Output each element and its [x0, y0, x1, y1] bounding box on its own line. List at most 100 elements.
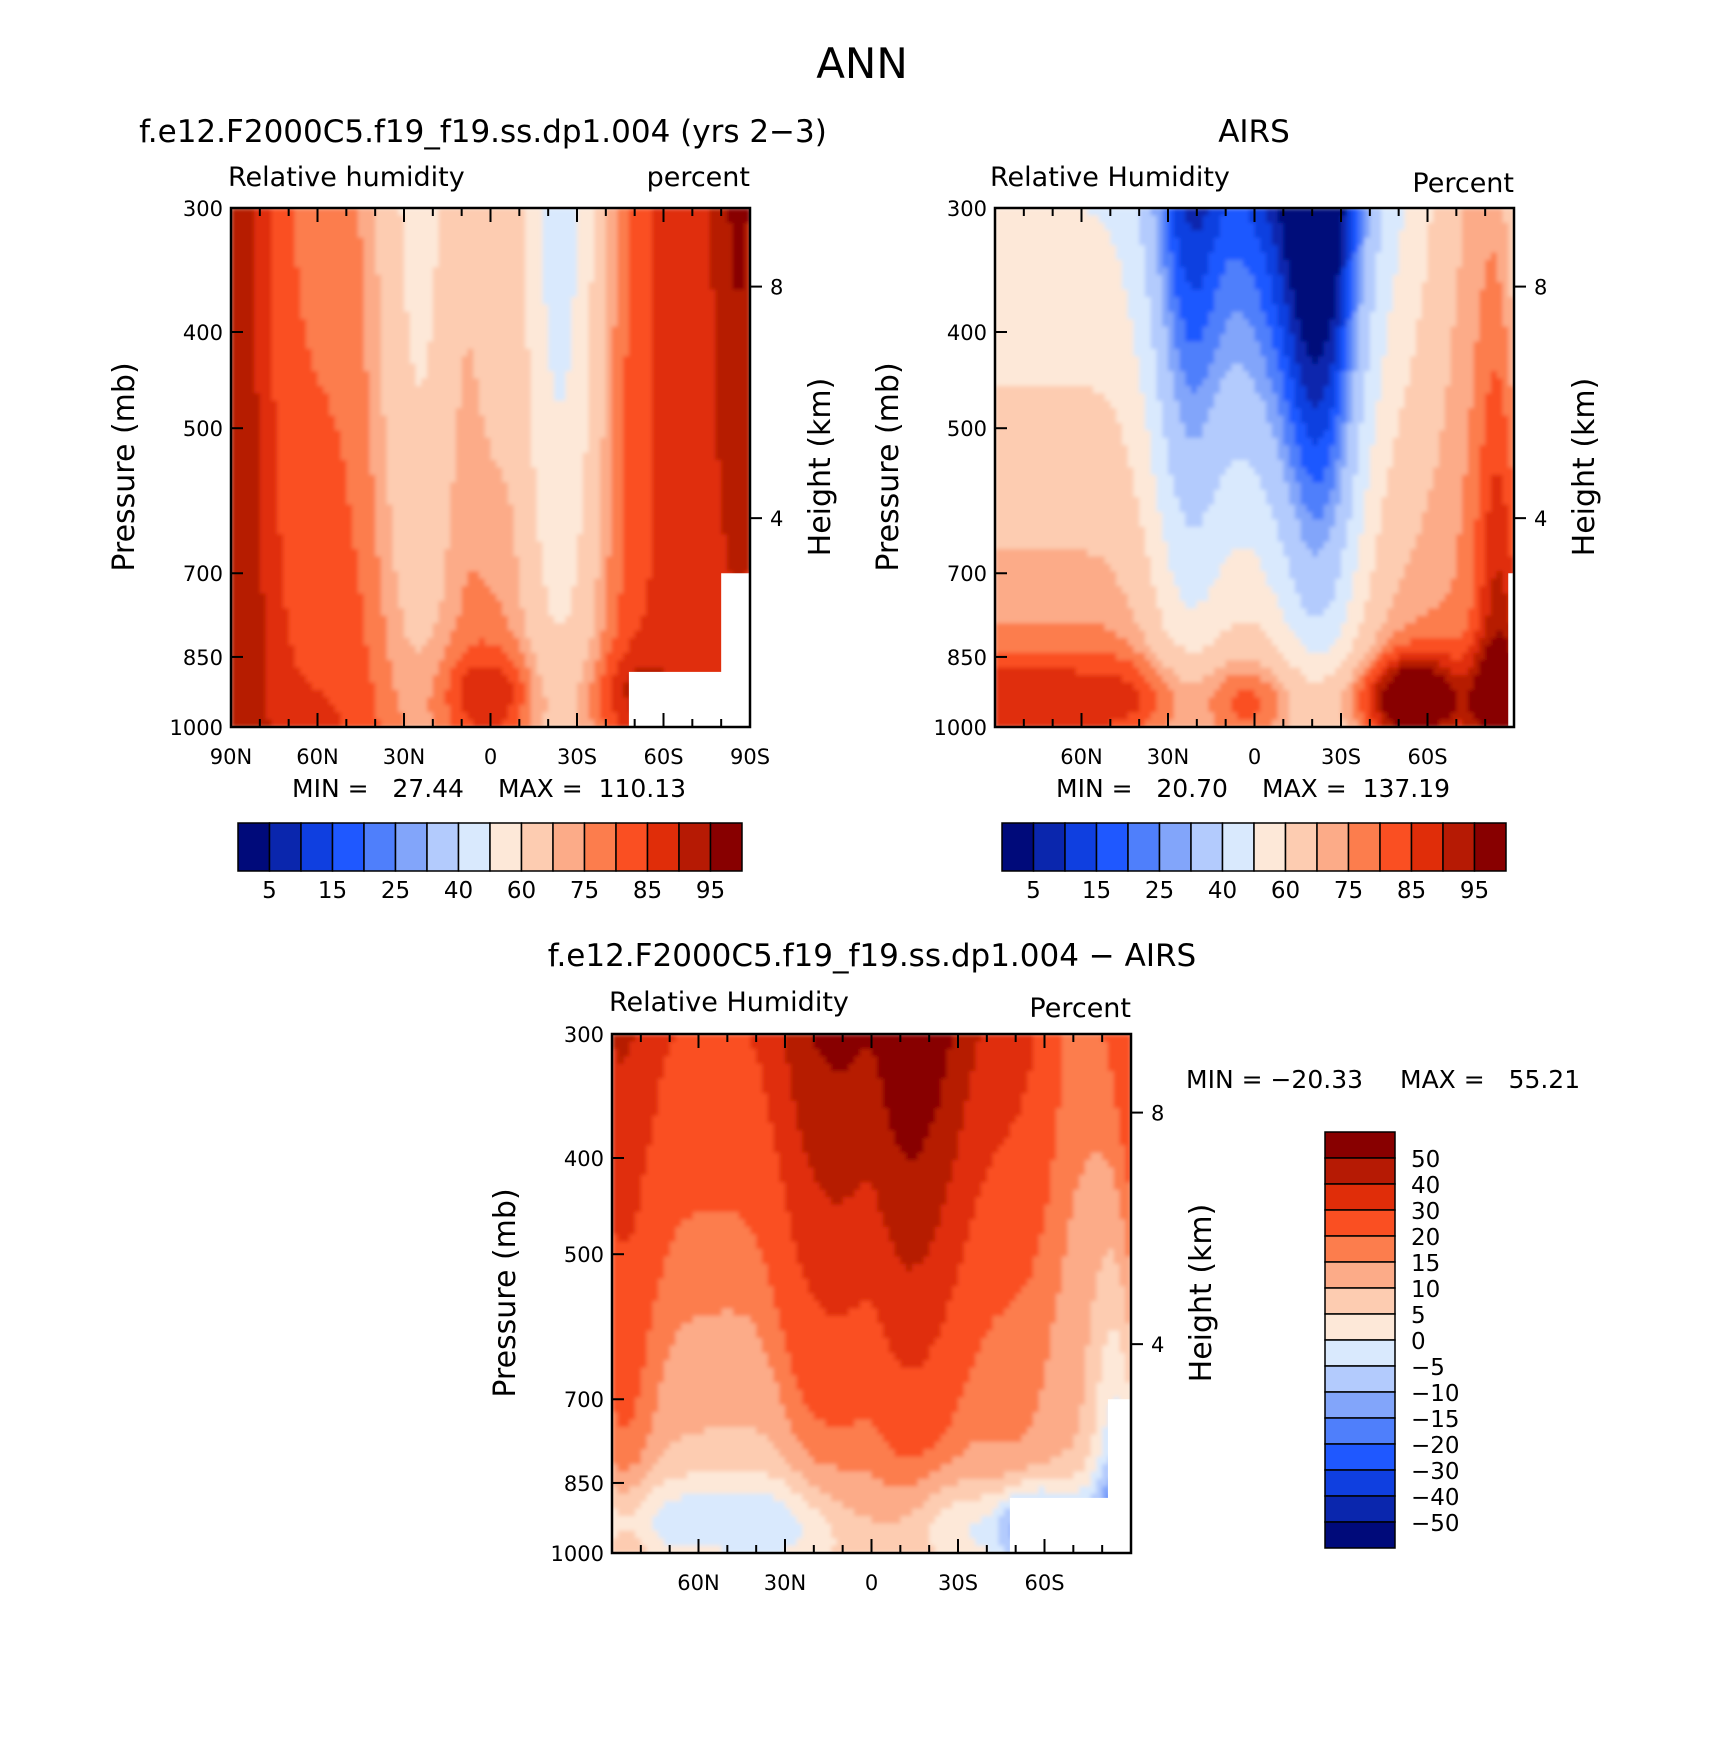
contour-cell	[473, 393, 479, 401]
contour-cell	[727, 371, 733, 379]
contour-cell	[577, 356, 583, 364]
contour-cell	[687, 312, 693, 320]
contour-cell	[727, 341, 733, 349]
contour-cell	[364, 275, 370, 283]
contour-cell	[502, 245, 508, 253]
contour-cell	[554, 608, 560, 616]
contour-cell	[491, 304, 497, 312]
contour-cell	[485, 252, 491, 260]
contour-cell	[635, 505, 641, 513]
contour-cell	[433, 601, 439, 609]
contour-cell	[462, 594, 468, 602]
contour-cell	[358, 608, 364, 616]
contour-cell	[421, 319, 427, 327]
contour-cell	[542, 327, 548, 335]
contour-cell	[381, 512, 387, 520]
contour-cell	[727, 356, 733, 364]
contour-cell	[439, 238, 445, 246]
contour-cell	[542, 223, 548, 231]
contour-cell	[640, 601, 646, 609]
contour-cell	[358, 423, 364, 431]
contour-cell	[600, 356, 606, 364]
contour-cell	[635, 341, 641, 349]
contour-cell	[364, 312, 370, 320]
contour-cell	[416, 527, 422, 535]
contour-cell	[283, 379, 289, 387]
contour-cell	[352, 252, 358, 260]
contour-cell	[612, 267, 618, 275]
contour-cell	[439, 475, 445, 483]
contour-cell	[444, 312, 450, 320]
contour-cell	[508, 379, 514, 387]
contour-cell	[589, 512, 595, 520]
contour-cell	[467, 312, 473, 320]
contour-cell	[392, 482, 398, 490]
contour-cell	[433, 290, 439, 298]
contour-cell	[554, 379, 560, 387]
contour-cell	[560, 445, 566, 453]
contour-cell	[531, 267, 537, 275]
contour-cell	[312, 482, 318, 490]
contour-cell	[369, 364, 375, 372]
contour-cell	[243, 304, 249, 312]
contour-cell	[473, 379, 479, 387]
contour-cell	[738, 341, 744, 349]
contour-cell	[306, 468, 312, 476]
contour-cell	[600, 519, 606, 527]
contour-cell	[704, 505, 710, 513]
contour-cell	[387, 519, 393, 527]
contour-cell	[410, 497, 416, 505]
contour-cell	[387, 445, 393, 453]
contour-cell	[335, 423, 341, 431]
contour-cell	[277, 252, 283, 260]
contour-cell	[721, 534, 727, 542]
contour-cell	[271, 364, 277, 372]
contour-cell	[542, 468, 548, 476]
contour-cell	[346, 275, 352, 283]
contour-cell	[254, 571, 260, 579]
contour-cell	[542, 571, 548, 579]
contour-cell	[237, 334, 243, 342]
contour-cell	[289, 401, 295, 409]
contour-cell	[565, 349, 571, 357]
contour-cell	[375, 230, 381, 238]
contour-cell	[277, 579, 283, 587]
contour-cell	[519, 601, 525, 609]
contour-cell	[640, 371, 646, 379]
contour-cell	[260, 423, 266, 431]
contour-cell	[565, 393, 571, 401]
contour-cell	[283, 282, 289, 290]
contour-cell	[502, 497, 508, 505]
contour-cell	[669, 245, 675, 253]
contour-cell	[364, 608, 370, 616]
contour-cell	[704, 512, 710, 520]
contour-cell	[525, 416, 531, 424]
contour-cell	[427, 215, 433, 223]
contour-cell	[698, 290, 704, 298]
contour-cell	[404, 542, 410, 550]
contour-cell	[514, 334, 520, 342]
contour-cell	[335, 453, 341, 461]
contour-cell	[525, 438, 531, 446]
contour-cell	[248, 475, 254, 483]
contour-cell	[289, 616, 295, 624]
contour-cell	[312, 341, 318, 349]
contour-cell	[692, 556, 698, 564]
contour-cell	[398, 468, 404, 476]
contour-cell	[658, 393, 664, 401]
contour-cell	[710, 475, 716, 483]
contour-cell	[560, 275, 566, 283]
contour-cell	[392, 527, 398, 535]
contour-cell	[715, 519, 721, 527]
contour-cell	[623, 371, 629, 379]
contour-cell	[710, 401, 716, 409]
contour-cell	[594, 564, 600, 572]
contour-cell	[335, 490, 341, 498]
contour-cell	[519, 252, 525, 260]
contour-cell	[427, 549, 433, 557]
contour-cell	[681, 571, 687, 579]
contour-cell	[433, 475, 439, 483]
contour-cell	[519, 341, 525, 349]
contour-cell	[687, 290, 693, 298]
contour-cell	[600, 304, 606, 312]
